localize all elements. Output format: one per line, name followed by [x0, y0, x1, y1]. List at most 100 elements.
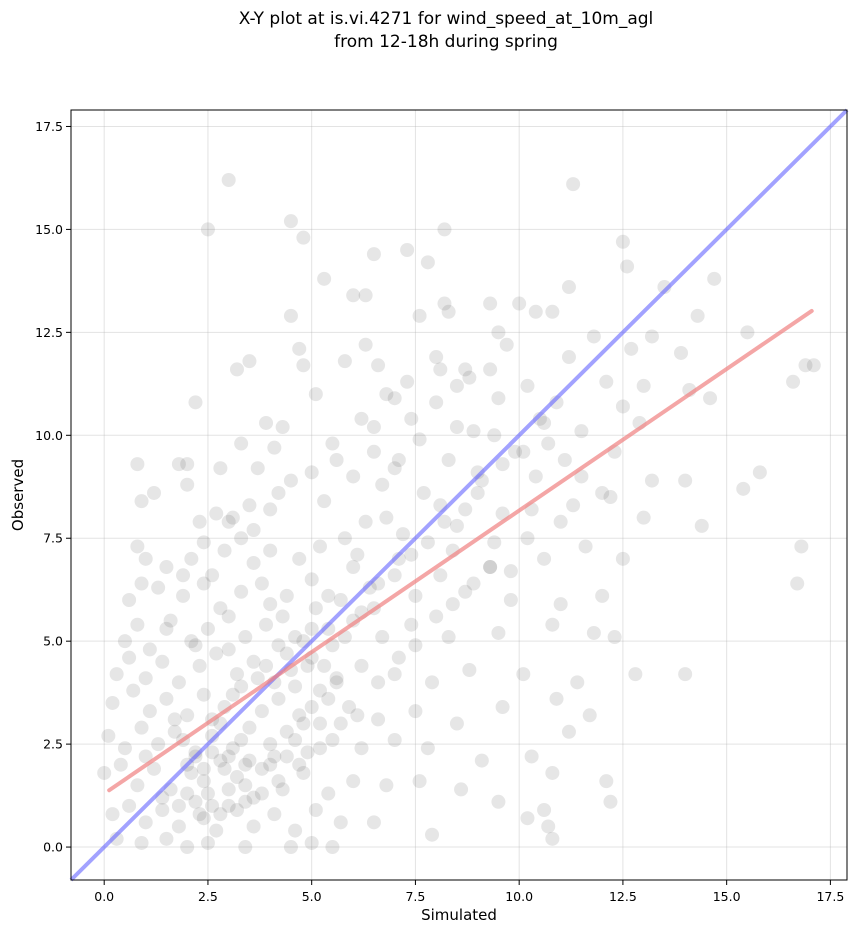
scatter-point [366, 420, 381, 435]
scatter-point [449, 378, 464, 393]
scatter-point [786, 374, 801, 389]
scatter-point [221, 514, 236, 529]
scatter-point [217, 761, 232, 776]
scatter-point [516, 444, 531, 459]
scatter-point [624, 341, 639, 356]
scatter-point [229, 667, 244, 682]
scatter-point [234, 531, 249, 546]
scatter-point [196, 576, 211, 591]
scatter-point [557, 453, 572, 467]
scatter-point [454, 782, 469, 797]
scatter-point [437, 296, 452, 311]
scatter-point [470, 485, 485, 500]
scatter-point [574, 469, 589, 484]
scatter-point [379, 387, 394, 402]
scatter-point [433, 568, 448, 583]
scatter-point [503, 593, 518, 607]
scatter-point [188, 745, 203, 760]
scatter-point [180, 840, 195, 855]
scatter-point [483, 296, 498, 311]
y-tick-label: 12.5 [35, 325, 63, 340]
scatter-point [263, 543, 278, 558]
scatter-point [400, 243, 415, 257]
scatter-point [561, 724, 576, 739]
scatter-point [462, 370, 477, 385]
scatter-point [491, 794, 506, 809]
scatter-point [545, 831, 560, 846]
scatter-point [495, 506, 510, 521]
scatter-point [246, 654, 261, 669]
scatter-point [395, 527, 410, 542]
scatter-point [221, 642, 236, 657]
scatter-point [308, 601, 323, 616]
x-tick-label: 0.0 [94, 889, 114, 904]
scatter-point [271, 485, 286, 500]
scatter-point [470, 465, 485, 480]
scatter-point [707, 271, 722, 286]
x-tick-label: 7.5 [405, 889, 425, 904]
scatter-point [520, 378, 535, 393]
scatter-point [524, 749, 539, 764]
scatter-point [582, 708, 597, 723]
scatter-point [196, 774, 211, 789]
scatter-point [387, 461, 402, 476]
scatter-point [317, 271, 332, 286]
scatter-point [288, 733, 303, 747]
scatter-point [387, 733, 402, 747]
scatter-point [138, 749, 153, 764]
scatter-point [628, 667, 643, 682]
x-tick-label: 2.5 [198, 889, 218, 904]
scatter-point [105, 695, 120, 710]
scatter-point [329, 675, 344, 690]
scatter-point [458, 362, 473, 377]
scatter-point [586, 625, 601, 640]
scatter-point [138, 815, 153, 830]
scatter-point [703, 391, 718, 406]
scatter-point [271, 638, 286, 653]
scatter-point [321, 588, 336, 603]
scatter-point [350, 708, 365, 723]
scatter-point [549, 691, 564, 706]
scatter-point [483, 560, 498, 575]
x-tick-label: 17.5 [816, 889, 844, 904]
scatter-point [644, 329, 659, 344]
scatter-point [213, 807, 228, 822]
scatter-point [798, 358, 813, 373]
scatter-point [130, 778, 145, 793]
scatter-point [449, 420, 464, 435]
scatter-point [794, 539, 809, 554]
scatter-point [246, 555, 261, 570]
scatter-point [122, 798, 137, 813]
scatter-point [545, 617, 560, 632]
scatter-point [180, 708, 195, 723]
scatter-point [192, 658, 207, 673]
scatter-point [520, 531, 535, 546]
scatter-point [358, 337, 373, 352]
scatter-point [304, 465, 319, 480]
scatter-point [366, 815, 381, 830]
data-points [97, 173, 821, 855]
scatter-point [221, 609, 236, 624]
scatter-point [603, 794, 618, 809]
scatter-point [325, 733, 340, 747]
scatter-point [499, 337, 514, 352]
scatter-point [109, 667, 124, 682]
scatter-point [263, 757, 278, 772]
scatter-point [387, 391, 402, 406]
scatter-point [213, 601, 228, 616]
scatter-point [250, 461, 265, 476]
scatter-point [192, 514, 207, 529]
scatter-point [806, 358, 821, 373]
scatter-point [101, 728, 116, 743]
scatter-point [254, 704, 269, 719]
scatter-point [740, 325, 755, 340]
scatter-point [674, 345, 689, 360]
scatter-point [159, 621, 174, 636]
scatter-point [429, 609, 444, 624]
scatter-point [545, 304, 560, 319]
scatter-point [134, 494, 149, 509]
scatter-point [209, 506, 224, 521]
scatter-point [200, 835, 215, 850]
x-tick-label: 12.5 [609, 889, 637, 904]
scatter-point [292, 551, 307, 566]
